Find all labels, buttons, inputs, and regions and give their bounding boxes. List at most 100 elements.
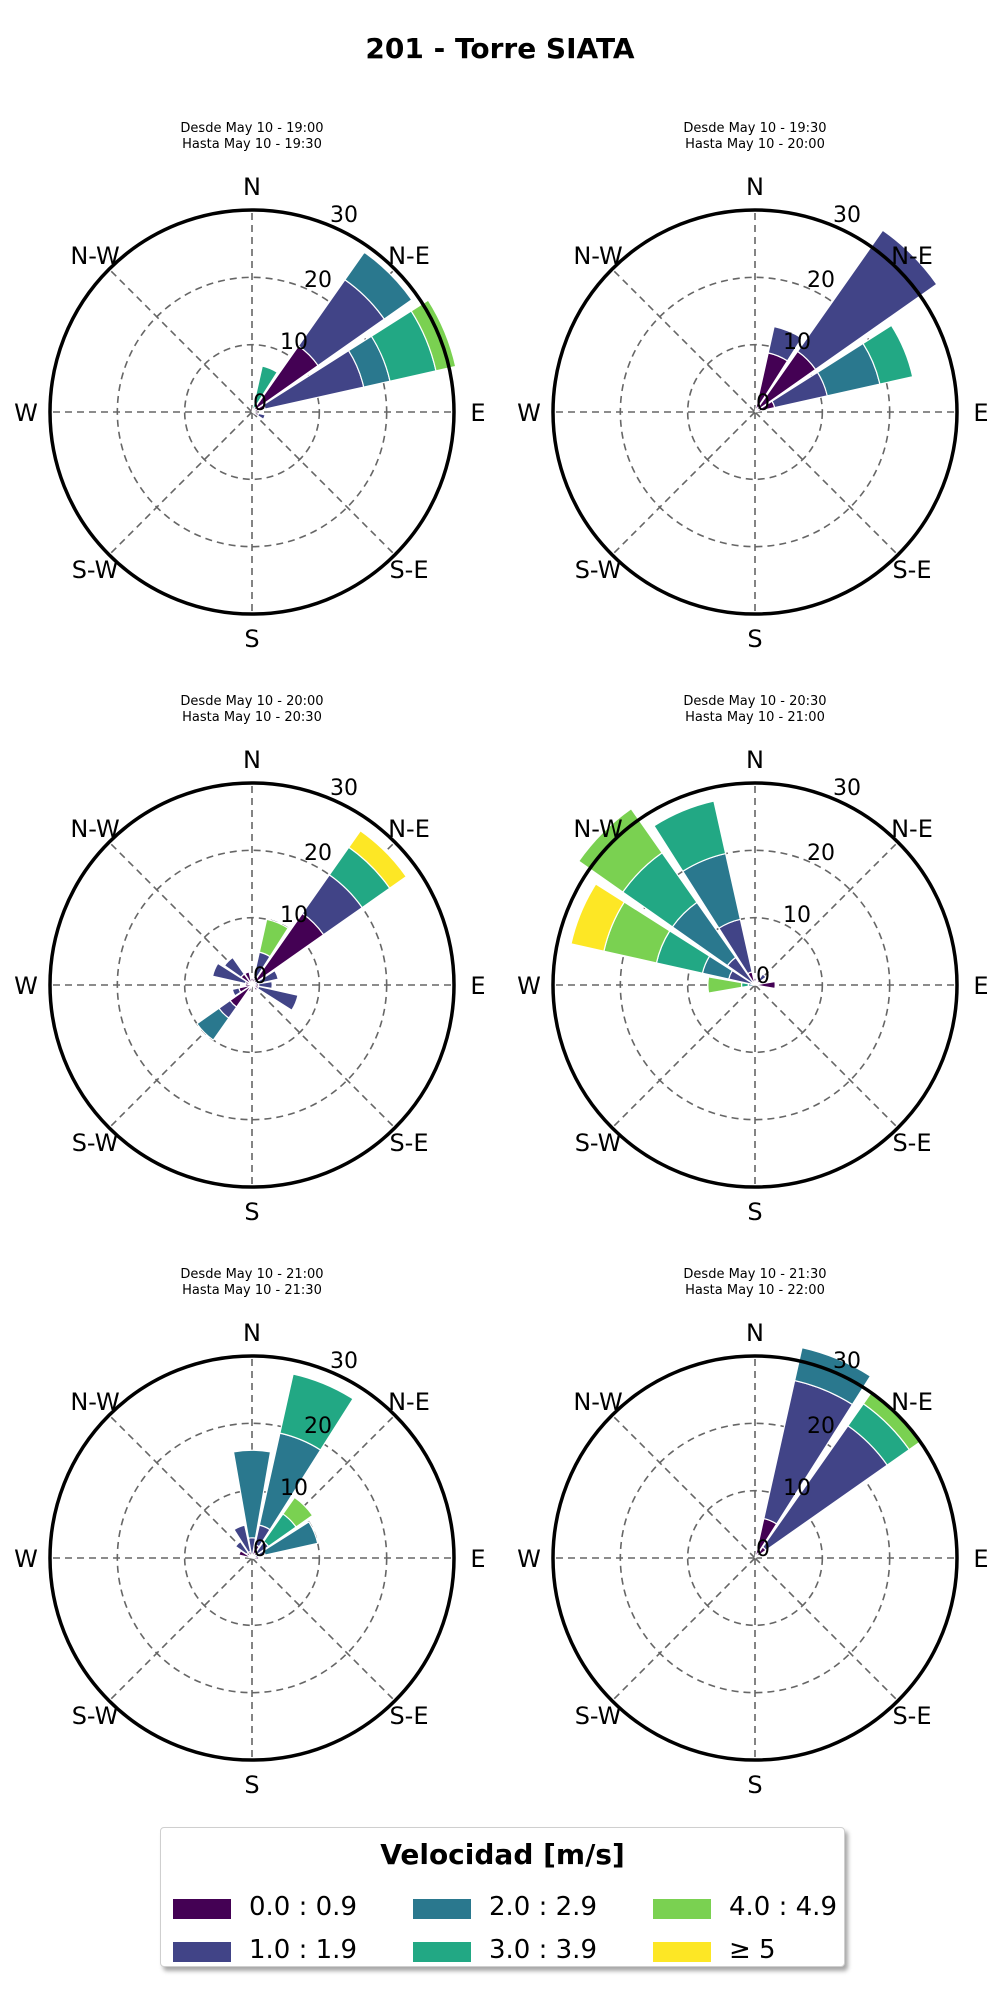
grid-spoke — [251, 411, 396, 556]
windrose-bar — [251, 365, 279, 413]
legend-label: ≥ 5 — [729, 1935, 776, 1965]
radial-tick-label: 0 — [756, 1537, 770, 1562]
direction-label: N-E — [388, 815, 430, 843]
windrose-bar — [262, 1521, 319, 1556]
subplot-title: Desde May 10 - 19:30 Hasta May 10 - 20:00 — [555, 121, 955, 153]
subplot-title-line1: Desde May 10 - 19:00 — [180, 121, 324, 136]
windrose-bar — [577, 807, 663, 893]
windrose-bar — [570, 883, 626, 952]
direction-label: S-W — [72, 556, 119, 584]
radial-tick-label: 0 — [253, 391, 267, 416]
legend-swatch — [173, 1899, 231, 1919]
direction-label: S-W — [575, 1702, 622, 1730]
direction-label: S-E — [389, 1129, 428, 1157]
direction-label: N-W — [70, 1388, 119, 1416]
grid-circle — [686, 916, 824, 1054]
grid-spoke — [108, 1557, 253, 1702]
direction-label: E — [470, 1545, 485, 1573]
direction-label: E — [973, 1545, 988, 1573]
outer-circle — [551, 208, 959, 616]
direction-label: S — [747, 1771, 762, 1799]
radial-tick-label: 0 — [756, 391, 770, 416]
direction-label: N-E — [388, 242, 430, 270]
radial-tick-label: 10 — [280, 330, 308, 355]
windrose-bar — [796, 229, 938, 371]
direction-label: S — [244, 1771, 259, 1799]
direction-label: W — [14, 1545, 38, 1573]
radial-tick-label: 20 — [807, 1414, 835, 1439]
windrose-bar — [258, 918, 289, 958]
windrose-bar — [282, 1496, 314, 1528]
windrose-bar — [767, 325, 803, 362]
subplot-title-line1: Desde May 10 - 20:00 — [180, 694, 324, 709]
grid-spoke — [251, 1557, 396, 1702]
outer-circle — [551, 1354, 959, 1762]
radial-tick-label: 30 — [833, 1349, 861, 1374]
radial-tick-label: 30 — [330, 203, 358, 228]
windrose-bar — [344, 251, 413, 320]
legend-swatch — [413, 1942, 471, 1962]
grid-spoke — [251, 984, 396, 1129]
direction-label: W — [517, 399, 541, 427]
direction-label: W — [14, 972, 38, 1000]
grid-spoke — [108, 984, 253, 1129]
grid-spoke — [754, 984, 899, 1129]
windrose-bar — [243, 971, 253, 986]
subplot-title-line2: Hasta May 10 - 22:00 — [685, 1283, 825, 1298]
windrose-bar — [223, 956, 246, 979]
radial-tick-label: 20 — [304, 268, 332, 293]
subplot-title-line1: Desde May 10 - 21:30 — [683, 1267, 827, 1282]
direction-label: N — [243, 1319, 261, 1347]
direction-label: N — [746, 1319, 764, 1347]
direction-label: N-E — [388, 1388, 430, 1416]
radial-tick-label: 10 — [783, 1476, 811, 1501]
grid-spoke — [108, 268, 253, 413]
direction-label: E — [470, 399, 485, 427]
windrose-plot: 0 10 20 30 N N-E E S-E S S-W W N-W — [517, 173, 988, 653]
direction-label: E — [973, 399, 988, 427]
direction-label: N — [243, 173, 261, 201]
grid-circle — [686, 343, 824, 481]
radial-tick-label: 20 — [807, 268, 835, 293]
radial-tick-label: 10 — [783, 330, 811, 355]
direction-label: S-E — [892, 1129, 931, 1157]
legend-title: Velocidad [m/s] — [380, 1838, 625, 1871]
subplot-title-line2: Hasta May 10 - 21:30 — [182, 1283, 322, 1298]
direction-label: N-W — [70, 242, 119, 270]
direction-label: S-E — [892, 556, 931, 584]
direction-label: S-E — [892, 1702, 931, 1730]
outer-circle — [48, 1354, 456, 1762]
grid-spoke — [754, 841, 899, 986]
grid-spoke — [611, 984, 756, 1129]
direction-label: W — [517, 972, 541, 1000]
direction-label: S-W — [72, 1129, 119, 1157]
legend-swatch — [173, 1942, 231, 1962]
radial-tick-label: 20 — [304, 1414, 332, 1439]
radial-tick-label: 10 — [280, 903, 308, 928]
windrose-bar — [251, 984, 259, 992]
direction-label: N — [746, 746, 764, 774]
legend: Velocidad [m/s] 0.0 : 0.9 1.0 : 1.9 2.0 : … — [160, 1827, 845, 1967]
radial-tick-label: 10 — [783, 903, 811, 928]
windrose-bar — [232, 1449, 272, 1539]
radial-tick-label: 30 — [833, 776, 861, 801]
direction-label: N-E — [891, 242, 933, 270]
legend-label: 0.0 : 0.9 — [249, 1892, 357, 1922]
direction-label: S — [244, 1198, 259, 1226]
subplot-title-line2: Hasta May 10 - 21:00 — [685, 710, 825, 725]
subplot-title-line2: Hasta May 10 - 19:30 — [182, 137, 322, 152]
chart-title: 201 - Torre SIATA — [365, 32, 635, 65]
grid-spoke — [611, 268, 756, 413]
windrose-bar — [233, 1524, 252, 1554]
subplot-title: Desde May 10 - 19:00 Hasta May 10 - 19:30 — [52, 121, 452, 153]
legend-swatch — [413, 1899, 471, 1919]
direction-label: N — [243, 746, 261, 774]
direction-label: W — [517, 1545, 541, 1573]
direction-label: S — [244, 625, 259, 653]
radial-tick-label: 20 — [807, 841, 835, 866]
direction-label: S — [747, 625, 762, 653]
outer-circle — [48, 781, 456, 1189]
subplot-title: Desde May 10 - 21:30 Hasta May 10 - 22:00 — [555, 1267, 955, 1299]
grid-spoke — [611, 1557, 756, 1702]
radial-tick-label: 0 — [756, 964, 770, 989]
